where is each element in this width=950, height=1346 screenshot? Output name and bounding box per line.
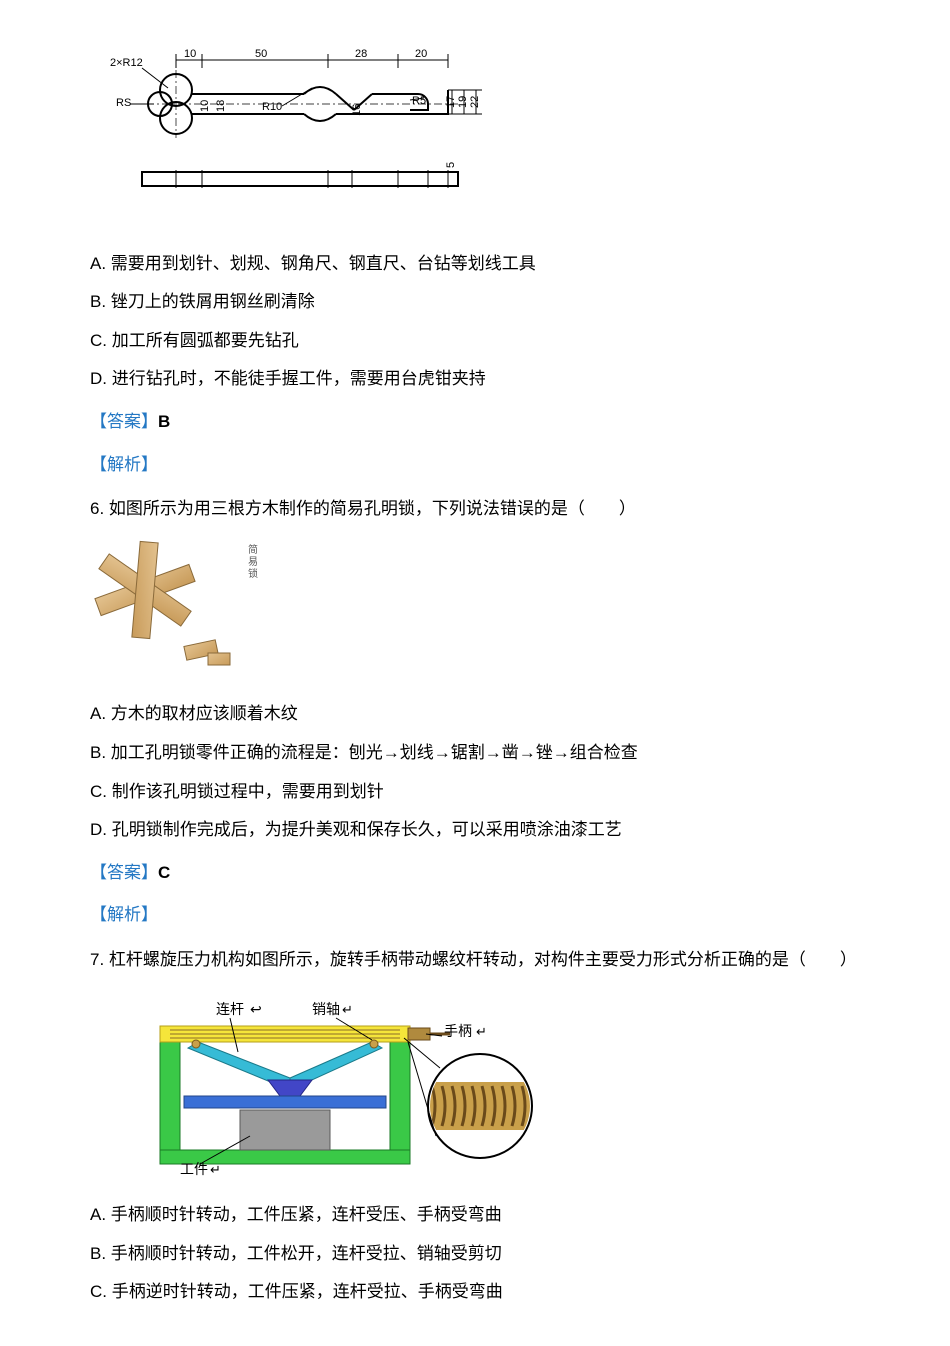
q6-figure: 简 易 锁 — [90, 535, 860, 686]
q6-option-b: B. 加工孔明锁零件正确的流程是：刨光→划线→锯割→凿→锉→组合检查 — [90, 738, 860, 769]
q5-option-d: D. 进行钻孔时，不能徒手握工件，需要用台虎钳夹持 — [90, 364, 860, 395]
q5-explain: 【解析】 — [90, 450, 860, 481]
q5-answer: 【答案】B — [90, 407, 860, 438]
svg-text:10: 10 — [199, 100, 211, 112]
explain-label: 【解析】 — [90, 455, 158, 474]
svg-text:↩: ↩ — [250, 1001, 262, 1017]
svg-text:22: 22 — [469, 96, 481, 108]
svg-text:连杆: 连杆 — [216, 1001, 244, 1017]
svg-text:手柄: 手柄 — [444, 1023, 472, 1039]
q5-option-b: B. 锉刀上的铁屑用钢丝刷清除 — [90, 287, 860, 318]
svg-text:锁: 锁 — [248, 567, 258, 580]
q7-option-b: B. 手柄顺时针转动，工件松开，连杆受拉、销轴受剪切 — [90, 1239, 860, 1270]
svg-text:2×R12: 2×R12 — [110, 57, 143, 69]
q5-option-c: C. 加工所有圆弧都要先钻孔 — [90, 326, 860, 357]
q7-option-c: C. 手柄逆时针转动，工件压紧，连杆受拉、手柄受弯曲 — [90, 1277, 860, 1308]
svg-text:↵: ↵ — [476, 1024, 487, 1039]
q6-answer: 【答案】C — [90, 858, 860, 889]
svg-text:R10: R10 — [262, 101, 282, 113]
q6-option-d: D. 孔明锁制作完成后，为提升美观和保存长久，可以采用喷涂油漆工艺 — [90, 815, 860, 846]
svg-text:简: 简 — [248, 543, 258, 556]
svg-text:50: 50 — [255, 48, 267, 60]
answer-label: 【答案】 — [90, 412, 158, 431]
svg-text:R5: R5 — [412, 95, 426, 107]
q6-stem: 6. 如图所示为用三根方木制作的简易孔明锁，下列说法错误的是（ ） — [90, 494, 860, 525]
svg-text:10: 10 — [184, 48, 196, 60]
q6-option-a: A. 方木的取材应该顺着木纹 — [90, 699, 860, 730]
svg-text:工件: 工件 — [180, 1161, 208, 1176]
svg-text:销轴: 销轴 — [312, 1001, 340, 1017]
explain-label: 【解析】 — [90, 905, 158, 924]
svg-text:28: 28 — [355, 48, 367, 60]
svg-text:18: 18 — [215, 100, 227, 112]
svg-text:RS: RS — [116, 97, 131, 109]
q6-answer-letter: C — [158, 863, 170, 882]
q6-option-c: C. 制作该孔明锁过程中，需要用到划针 — [90, 777, 860, 808]
svg-text:17: 17 — [445, 96, 457, 108]
svg-text:↵: ↵ — [210, 1162, 221, 1176]
svg-text:16: 16 — [351, 104, 363, 116]
q7-stem: 7. 杠杆螺旋压力机构如图所示，旋转手柄带动螺纹杆转动，对构件主要受力形式分析正… — [90, 945, 860, 976]
q7-figure: 连杆 ↩ 销轴 ↵ 手柄 ↵ 工件 ↵ — [90, 986, 860, 1187]
svg-text:易: 易 — [248, 556, 258, 568]
q5-technical-drawing: 10 50 28 20 2×R12 RS — [90, 40, 490, 221]
svg-text:19: 19 — [457, 96, 469, 108]
q5-answer-letter: B — [158, 412, 170, 431]
answer-label: 【答案】 — [90, 863, 158, 882]
q5-option-a: A. 需要用到划针、划规、钢角尺、钢直尺、台钻等划线工具 — [90, 249, 860, 280]
svg-text:5: 5 — [445, 162, 457, 168]
svg-text:↵: ↵ — [342, 1002, 353, 1017]
svg-text:20: 20 — [415, 48, 427, 60]
q6-explain: 【解析】 — [90, 900, 860, 931]
q7-option-a: A. 手柄顺时针转动，工件压紧，连杆受压、手柄受弯曲 — [90, 1200, 860, 1231]
